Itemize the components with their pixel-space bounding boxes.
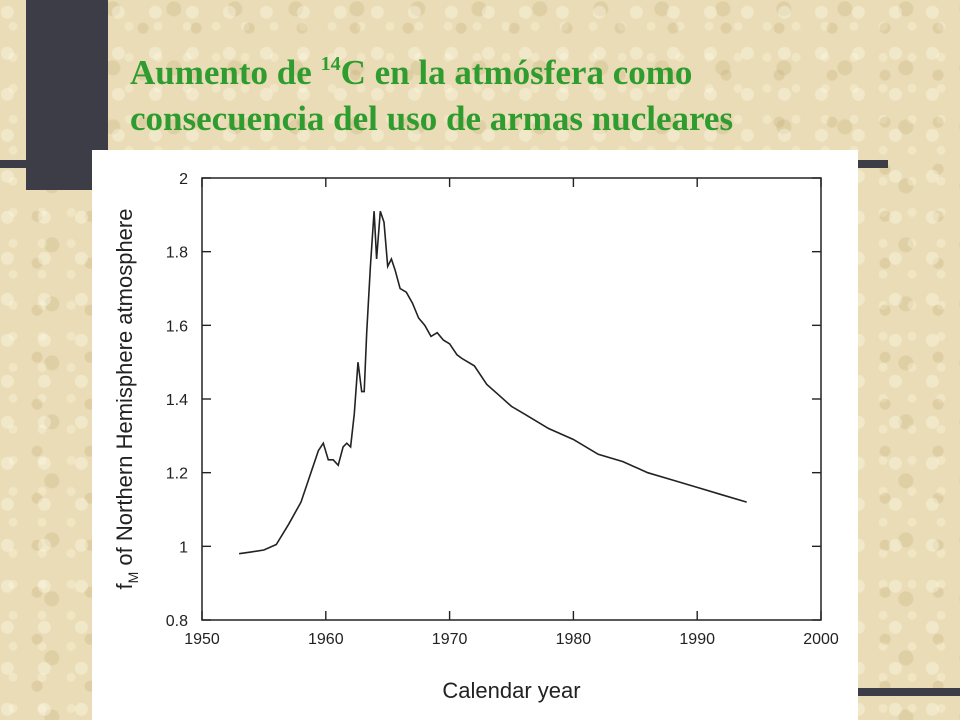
- x-axis-label: Calendar year: [442, 678, 580, 703]
- title-part1: Aumento de: [130, 53, 321, 92]
- y-tick-label: 2: [179, 171, 188, 188]
- slide-title: Aumento de 14C en la atmósfera como cons…: [130, 50, 930, 142]
- y-axis-label-sub: M: [125, 572, 141, 584]
- title-part2: C en la atmósfera como: [340, 53, 693, 92]
- slide-title-line2: consecuencia del uso de armas nucleares: [130, 99, 734, 138]
- y-tick-label: 1.8: [166, 245, 188, 262]
- y-axis-label-main: f: [112, 582, 137, 589]
- x-tick-label: 1980: [556, 631, 592, 648]
- x-tick-label: 2000: [803, 631, 839, 648]
- y-tick-label: 0.8: [166, 613, 188, 630]
- decorative-line-left: [0, 160, 30, 168]
- y-tick-label: 1.2: [166, 466, 188, 483]
- ticks-layer: 1950 1960 1970 1980 1990 2000 0.8 1 1.2 1.4 1.6 1.8…: [166, 171, 839, 648]
- x-tick-label: 1950: [184, 631, 220, 648]
- x-tick-label: 1970: [432, 631, 468, 648]
- y-tick-label: 1: [179, 539, 188, 556]
- x-tick-label: 1990: [679, 631, 715, 648]
- y-axis-label: fM of Northern Hemisphere atmosphere: [112, 209, 141, 590]
- x-tick-label: 1960: [308, 631, 344, 648]
- y-axis-label-rest: of Northern Hemisphere atmosphere: [112, 209, 137, 572]
- y-tick-label: 1.6: [166, 318, 188, 335]
- plot-frame: [201, 177, 822, 621]
- title-superscript: 14: [320, 53, 341, 75]
- slide-title-line1: Aumento de 14C en la atmósfera como: [130, 53, 692, 92]
- series-line-fm: [238, 210, 747, 555]
- decorative-line-right: [855, 160, 888, 168]
- y-tick-label: 1.4: [166, 392, 188, 409]
- carbon14-chart: 1950 1960 1970 1980 1990 2000 0.8 1 1.2 1.4 1.6 1.8…: [112, 171, 839, 703]
- decorative-line-bottom-right: [855, 688, 960, 696]
- chart-panel: 1950 1960 1970 1980 1990 2000 0.8 1 1.2 1.4 1.6 1.8…: [92, 150, 858, 720]
